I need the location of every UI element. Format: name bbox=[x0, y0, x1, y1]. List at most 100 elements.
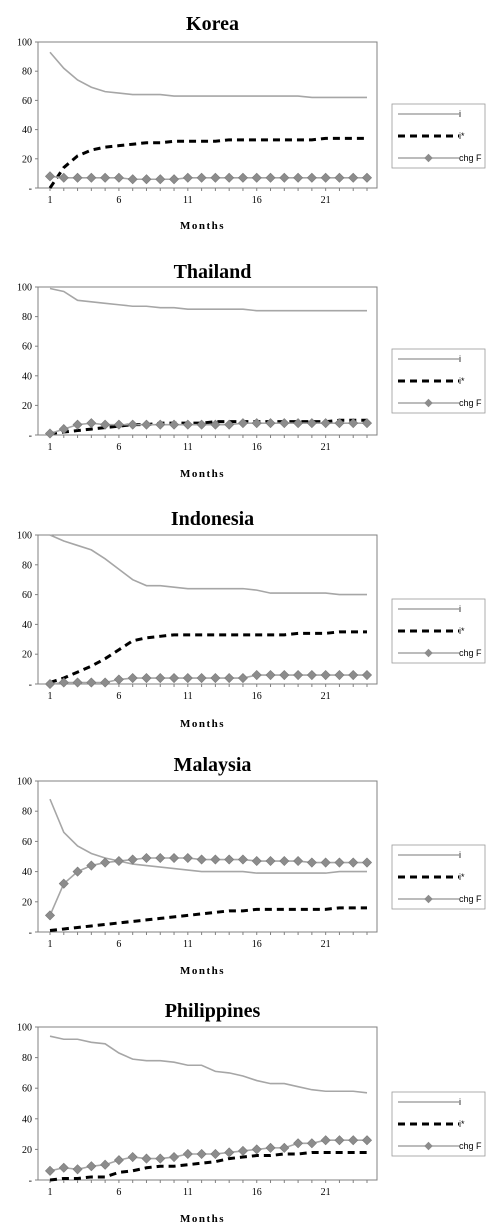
data-point-chg-f bbox=[72, 866, 83, 877]
data-point-chg-f bbox=[127, 1152, 138, 1163]
data-point-chg-f bbox=[320, 172, 331, 183]
x-tick-label: 21 bbox=[321, 442, 331, 453]
data-point-chg-f bbox=[293, 1138, 304, 1149]
data-point-chg-f bbox=[141, 419, 152, 430]
data-point-chg-f bbox=[306, 418, 317, 429]
y-tick-label: 20 bbox=[22, 897, 32, 908]
data-point-chg-f bbox=[210, 854, 221, 865]
data-point-chg-f bbox=[113, 419, 124, 430]
data-point-chg-f bbox=[113, 1155, 124, 1166]
y-tick-label: 100 bbox=[17, 1023, 32, 1034]
data-point-chg-f bbox=[265, 670, 276, 681]
data-point-chg-f bbox=[265, 1142, 276, 1153]
x-tick-label: 6 bbox=[116, 195, 121, 206]
data-point-chg-f bbox=[348, 670, 359, 681]
data-point-chg-f bbox=[334, 670, 345, 681]
y-tick-label: 60 bbox=[22, 96, 32, 107]
x-tick-label: 11 bbox=[183, 1187, 193, 1198]
x-tick-label: 1 bbox=[48, 1187, 53, 1198]
legend-marker-chg-f bbox=[424, 1141, 433, 1151]
data-point-chg-f bbox=[196, 1148, 207, 1160]
data-point-chg-f bbox=[334, 172, 345, 183]
y-tick-label: 20 bbox=[22, 650, 32, 661]
y-tick-label: 40 bbox=[22, 371, 32, 382]
legend-label: i bbox=[459, 1097, 461, 1107]
data-point-chg-f bbox=[58, 677, 69, 688]
legend-label: i bbox=[459, 354, 461, 364]
legend-label: i bbox=[459, 850, 461, 860]
data-point-chg-f bbox=[348, 857, 359, 868]
data-point-chg-f bbox=[58, 424, 69, 435]
chart-title: Korea bbox=[186, 13, 239, 35]
data-point-chg-f bbox=[361, 857, 373, 868]
legend-label: i* bbox=[459, 376, 465, 386]
data-point-chg-f bbox=[293, 172, 304, 183]
data-point-chg-f bbox=[210, 419, 221, 430]
x-tick-label: 6 bbox=[116, 442, 121, 453]
legend-label: chg F bbox=[459, 398, 482, 408]
data-point-chg-f bbox=[306, 670, 317, 681]
data-point-chg-f bbox=[224, 673, 235, 684]
data-point-chg-f bbox=[155, 852, 166, 864]
data-point-chg-f bbox=[224, 172, 235, 183]
data-point-chg-f bbox=[237, 172, 248, 183]
data-point-chg-f bbox=[251, 670, 262, 681]
y-tick-label: 60 bbox=[22, 590, 32, 601]
data-point-chg-f bbox=[224, 1147, 235, 1158]
data-point-chg-f bbox=[293, 856, 304, 867]
data-point-chg-f bbox=[237, 854, 248, 865]
data-point-chg-f bbox=[100, 1159, 111, 1170]
data-point-chg-f bbox=[86, 172, 97, 183]
data-point-chg-f bbox=[100, 857, 111, 868]
legend-label: chg F bbox=[459, 648, 482, 658]
data-point-chg-f bbox=[361, 670, 373, 681]
data-point-chg-f bbox=[251, 1144, 262, 1155]
x-tick-label: 16 bbox=[252, 939, 262, 950]
data-point-chg-f bbox=[224, 854, 235, 865]
chart-title: Malaysia bbox=[174, 754, 252, 776]
data-point-chg-f bbox=[100, 677, 111, 688]
data-point-chg-f bbox=[251, 856, 262, 867]
x-tick-label: 21 bbox=[321, 195, 331, 206]
x-axis-label: Months bbox=[180, 965, 225, 977]
legend-marker-chg-f bbox=[424, 894, 433, 904]
y-tick-label: 80 bbox=[22, 67, 32, 78]
x-tick-label: 11 bbox=[183, 442, 193, 453]
y-tick-label: 20 bbox=[22, 154, 32, 165]
y-tick-label: - bbox=[29, 928, 32, 939]
data-point-chg-f bbox=[155, 419, 166, 430]
data-point-chg-f bbox=[155, 673, 166, 684]
x-tick-label: 16 bbox=[252, 1187, 262, 1198]
x-tick-label: 21 bbox=[321, 691, 331, 702]
chart-title: Philippines bbox=[165, 1000, 261, 1022]
y-tick-label: 80 bbox=[22, 1053, 32, 1064]
plot-area bbox=[37, 1026, 378, 1181]
data-point-chg-f bbox=[58, 172, 69, 183]
data-point-chg-f bbox=[320, 1135, 331, 1146]
data-point-chg-f bbox=[293, 418, 304, 429]
legend-label: i* bbox=[459, 131, 465, 141]
data-point-chg-f bbox=[320, 857, 331, 868]
data-point-chg-f bbox=[306, 1138, 317, 1149]
series-line-i bbox=[49, 798, 367, 874]
data-point-chg-f bbox=[224, 419, 235, 430]
data-point-chg-f bbox=[182, 419, 193, 430]
y-tick-label: 20 bbox=[22, 401, 32, 412]
y-tick-label: 80 bbox=[22, 560, 32, 571]
data-point-chg-f bbox=[72, 1164, 83, 1175]
data-point-chg-f bbox=[251, 418, 262, 429]
legend-label: i* bbox=[459, 1119, 465, 1129]
series-line-i-star bbox=[49, 1150, 367, 1182]
y-tick-label: 40 bbox=[22, 867, 32, 878]
data-point-chg-f bbox=[113, 674, 124, 685]
series-line-i bbox=[49, 534, 367, 596]
y-tick-label: 60 bbox=[22, 837, 32, 848]
data-point-chg-f bbox=[86, 1161, 97, 1172]
legend: i i* chg F bbox=[391, 844, 486, 910]
x-tick-label: 1 bbox=[48, 939, 53, 950]
data-point-chg-f bbox=[113, 172, 124, 183]
legend: i i* chg F bbox=[391, 103, 486, 169]
data-point-chg-f bbox=[210, 172, 221, 183]
data-point-chg-f bbox=[279, 418, 290, 429]
data-point-chg-f bbox=[320, 670, 331, 681]
